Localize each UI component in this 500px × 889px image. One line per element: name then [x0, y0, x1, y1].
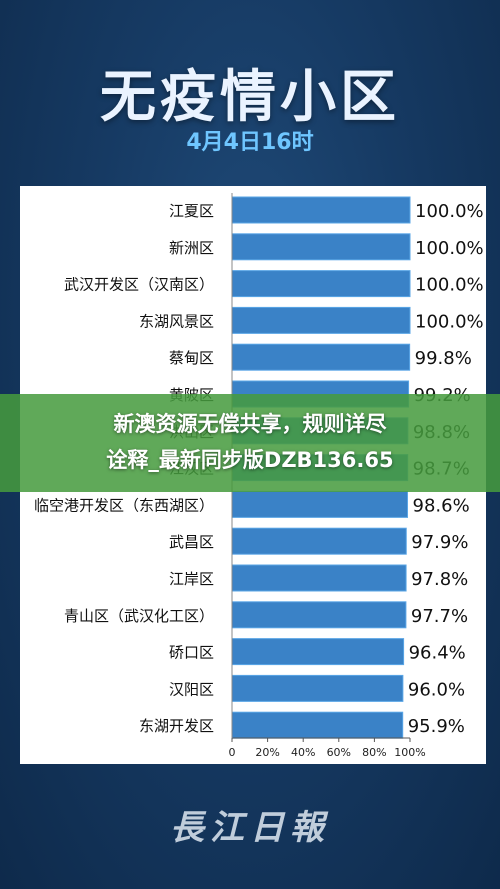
x-tick-label-6: 100% [394, 746, 425, 759]
x-tick-label-5: 80% [362, 746, 386, 759]
category-label-14: 汉阳区 [169, 680, 214, 698]
x-tick-label-3: 40% [291, 746, 315, 759]
headline-line-2: 诠释_最新同步版DZB136.65 [106, 448, 394, 472]
category-label-4: 东湖风景区 [139, 312, 214, 330]
category-label-12: 青山区（武汉化工区） [64, 607, 214, 625]
value-label-9: 98.6% [413, 495, 470, 516]
bar-14 [231, 674, 404, 702]
headline-line-1: 新澳资源无偿共享，规则详尽 [113, 412, 387, 436]
category-label-11: 江岸区 [169, 570, 214, 588]
bar-9 [231, 490, 409, 518]
bar-4 [231, 306, 411, 334]
value-label-1: 100.0% [415, 201, 484, 222]
newspaper-logo: 長江日報 [170, 808, 330, 848]
value-label-5: 99.8% [415, 348, 472, 369]
category-label-9: 临空港开发区（东西湖区） [34, 496, 214, 514]
bar-2 [231, 233, 411, 261]
bar-15 [231, 711, 404, 739]
value-label-13: 96.4% [409, 643, 466, 664]
x-tick-label-2: 20% [255, 746, 279, 759]
value-label-10: 97.9% [411, 532, 468, 553]
bar-1 [231, 196, 411, 224]
page-title: 无疫情小区 [100, 65, 400, 130]
category-label-10: 武昌区 [169, 533, 214, 551]
headline-banner [0, 394, 500, 492]
bar-5 [231, 343, 411, 371]
x-tick-label-1: 0 [229, 746, 236, 759]
category-label-13: 硚口区 [169, 644, 214, 662]
category-label-15: 东湖开发区 [139, 717, 214, 735]
value-label-2: 100.0% [415, 238, 484, 259]
value-label-4: 100.0% [415, 311, 484, 332]
bar-10 [231, 527, 407, 555]
category-label-1: 江夏区 [169, 202, 214, 220]
category-label-3: 武汉开发区（汉南区） [64, 276, 214, 294]
category-label-5: 蔡甸区 [169, 349, 214, 367]
bar-3 [231, 270, 411, 298]
value-label-11: 97.8% [411, 569, 468, 590]
chart-subtitle: 4月4日16时 [186, 130, 314, 155]
bar-12 [231, 601, 407, 629]
value-label-14: 96.0% [408, 679, 465, 700]
x-tick-label-4: 60% [327, 746, 351, 759]
headline-text: 新澳资源无偿共享，规则详尽 诠释_最新同步版DZB136.65 [0, 406, 500, 478]
category-label-2: 新洲区 [169, 239, 214, 257]
value-label-3: 100.0% [415, 275, 484, 296]
bar-11 [231, 564, 407, 592]
value-label-15: 95.9% [408, 716, 465, 737]
bar-13 [231, 638, 405, 666]
value-label-12: 97.7% [411, 606, 468, 627]
